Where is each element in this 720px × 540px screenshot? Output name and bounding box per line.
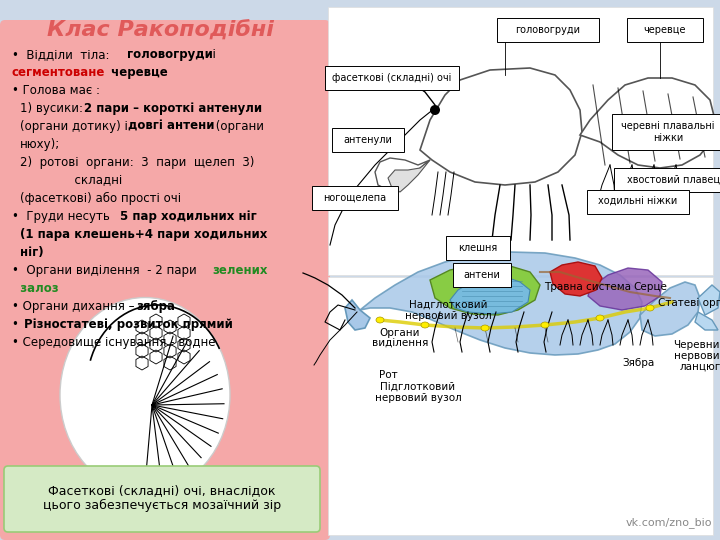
FancyBboxPatch shape bbox=[612, 114, 720, 150]
Text: ходильні ніжки: ходильні ніжки bbox=[598, 197, 678, 207]
FancyBboxPatch shape bbox=[587, 190, 689, 214]
Polygon shape bbox=[640, 282, 700, 336]
Text: Надглотковий: Надглотковий bbox=[409, 300, 487, 310]
Text: хвостовий плавець: хвостовий плавець bbox=[626, 175, 720, 185]
Polygon shape bbox=[360, 252, 642, 355]
Ellipse shape bbox=[430, 105, 440, 115]
Polygon shape bbox=[375, 158, 430, 190]
FancyBboxPatch shape bbox=[328, 277, 713, 535]
Text: •  Органи виділення  - 2 пари: • Органи виділення - 2 пари bbox=[12, 264, 200, 277]
Text: головогруди: головогруди bbox=[127, 48, 213, 61]
Text: антенули: антенули bbox=[343, 135, 392, 145]
Text: (фасеткові) або прості очі: (фасеткові) або прості очі bbox=[20, 192, 181, 205]
Text: •  Відділи  тіла:: • Відділи тіла: bbox=[12, 48, 117, 61]
Text: черевні плавальні
ніжки: черевні плавальні ніжки bbox=[621, 121, 715, 143]
FancyBboxPatch shape bbox=[614, 168, 720, 192]
Text: Серце: Серце bbox=[633, 282, 667, 292]
FancyBboxPatch shape bbox=[0, 20, 330, 540]
Text: 2)  ротові  органи:  3  пари  щелеп  3): 2) ротові органи: 3 пари щелеп 3) bbox=[20, 156, 254, 169]
Text: Статеві органи: Статеві органи bbox=[658, 298, 720, 308]
Text: фасеткові (складні) очі: фасеткові (складні) очі bbox=[333, 73, 451, 83]
Text: Фасеткові (складні) очі, внаслідок
цього забезпечується мозаїчний зір: Фасеткові (складні) очі, внаслідок цього… bbox=[43, 484, 281, 512]
Polygon shape bbox=[550, 262, 602, 296]
Text: довгі антени: довгі антени bbox=[128, 120, 215, 133]
Polygon shape bbox=[580, 78, 715, 168]
Text: клешня: клешня bbox=[459, 243, 498, 253]
Text: •: • bbox=[12, 318, 22, 331]
Ellipse shape bbox=[646, 305, 654, 311]
FancyBboxPatch shape bbox=[332, 128, 404, 152]
Polygon shape bbox=[450, 275, 530, 314]
Text: ніг): ніг) bbox=[20, 246, 44, 259]
FancyBboxPatch shape bbox=[497, 18, 599, 42]
Text: • Середовище існування - водне: • Середовище існування - водне bbox=[12, 336, 215, 349]
Ellipse shape bbox=[60, 298, 230, 492]
Text: ногощелепа: ногощелепа bbox=[323, 193, 387, 203]
Text: Черевний: Черевний bbox=[673, 340, 720, 350]
Polygon shape bbox=[345, 300, 370, 330]
Text: виділення: виділення bbox=[372, 339, 428, 349]
Text: 5 пар ходильних ніг: 5 пар ходильних ніг bbox=[120, 210, 257, 223]
Text: Органи: Органи bbox=[379, 328, 420, 338]
Ellipse shape bbox=[421, 322, 429, 328]
Polygon shape bbox=[588, 268, 662, 310]
Text: зелених: зелених bbox=[212, 264, 268, 277]
Text: Зябра: Зябра bbox=[622, 358, 654, 368]
Text: vk.com/zno_bio: vk.com/zno_bio bbox=[626, 517, 712, 528]
Text: антени: антени bbox=[464, 270, 500, 280]
Text: і: і bbox=[205, 48, 216, 61]
Text: черевце: черевце bbox=[107, 66, 168, 79]
Polygon shape bbox=[710, 125, 720, 150]
Text: нервовий вузол: нервовий вузол bbox=[405, 311, 491, 321]
FancyBboxPatch shape bbox=[328, 7, 713, 275]
FancyBboxPatch shape bbox=[453, 263, 511, 287]
Ellipse shape bbox=[596, 315, 604, 321]
Polygon shape bbox=[430, 264, 540, 315]
Text: нервовий: нервовий bbox=[674, 351, 720, 361]
Text: черевце: черевце bbox=[644, 25, 686, 35]
Polygon shape bbox=[388, 160, 430, 192]
Text: (органи дотику) і: (органи дотику) і bbox=[20, 120, 132, 133]
Text: 2 пари – короткі антенули: 2 пари – короткі антенули bbox=[84, 102, 262, 115]
Text: Підглотковий: Підглотковий bbox=[380, 382, 456, 392]
Text: залоз: залоз bbox=[12, 282, 58, 295]
Text: складні: складні bbox=[52, 174, 122, 187]
Text: (органи: (органи bbox=[212, 120, 264, 133]
Text: нервовий вузол: нервовий вузол bbox=[374, 393, 462, 403]
Text: сегментоване: сегментоване bbox=[12, 66, 105, 79]
Ellipse shape bbox=[541, 322, 549, 328]
Text: (1 пара клешень+4 пари ходильних: (1 пара клешень+4 пари ходильних bbox=[20, 228, 267, 241]
Polygon shape bbox=[710, 95, 720, 140]
Polygon shape bbox=[420, 68, 582, 185]
FancyBboxPatch shape bbox=[627, 18, 703, 42]
Text: Різностатеві, розвиток прямий: Різностатеві, розвиток прямий bbox=[24, 318, 233, 331]
Text: Травна система: Травна система bbox=[544, 282, 631, 292]
FancyBboxPatch shape bbox=[4, 466, 320, 532]
Text: нюху);: нюху); bbox=[20, 138, 60, 151]
Text: • Органи дихання –: • Органи дихання – bbox=[12, 300, 138, 313]
Text: зябра: зябра bbox=[136, 300, 175, 313]
Text: •  Груди несуть: • Груди несуть bbox=[12, 210, 114, 223]
Polygon shape bbox=[698, 285, 720, 315]
FancyBboxPatch shape bbox=[325, 66, 459, 90]
Text: 1) вусики:: 1) вусики: bbox=[20, 102, 86, 115]
Text: • Голова має :: • Голова має : bbox=[12, 84, 100, 97]
Ellipse shape bbox=[481, 325, 489, 331]
Text: ланцюг: ланцюг bbox=[680, 362, 720, 372]
FancyBboxPatch shape bbox=[446, 236, 510, 260]
Text: Клас Ракоподібні: Клас Ракоподібні bbox=[47, 20, 274, 40]
FancyBboxPatch shape bbox=[312, 186, 398, 210]
Polygon shape bbox=[695, 312, 718, 330]
Text: Рот: Рот bbox=[379, 370, 397, 380]
Ellipse shape bbox=[376, 317, 384, 323]
Text: головогруди: головогруди bbox=[516, 25, 580, 35]
